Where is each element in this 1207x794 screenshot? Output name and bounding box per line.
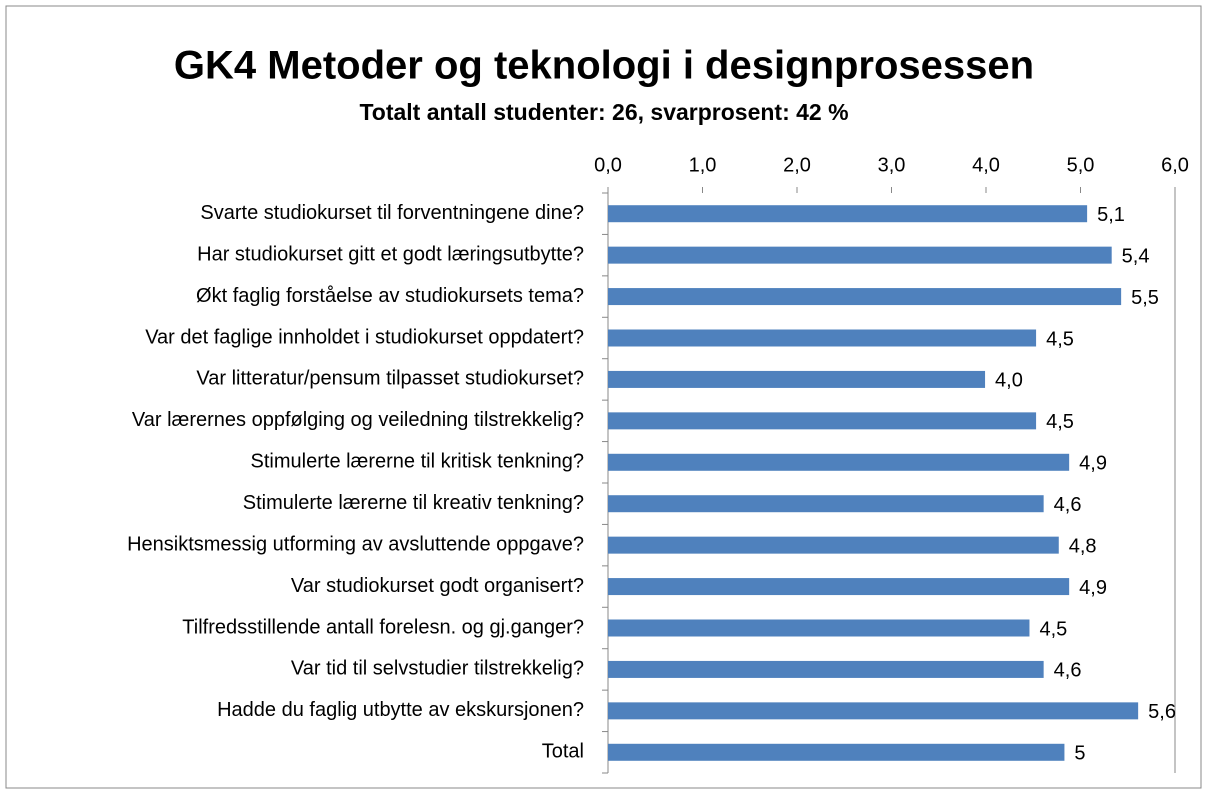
y-tick-label: Stimulerte lærerne til kritisk tenkning? — [251, 451, 584, 473]
value-label: 4,5 — [1046, 411, 1074, 433]
x-tick-label: 0,0 — [594, 154, 622, 176]
bar — [608, 660, 1044, 678]
bar — [608, 246, 1112, 264]
chart-title: GK4 Metoder og teknologi i designprosess… — [174, 44, 1034, 88]
value-label: 5,4 — [1122, 245, 1150, 267]
bar — [608, 619, 1030, 637]
bar — [608, 370, 986, 388]
value-label: 5 — [1074, 743, 1085, 765]
y-tick-label: Total — [542, 741, 584, 763]
value-label: 4,5 — [1046, 328, 1074, 350]
bar — [608, 288, 1122, 306]
value-label: 4,5 — [1039, 618, 1067, 640]
value-label: 4,9 — [1079, 453, 1107, 475]
x-tick-label: 5,0 — [1067, 154, 1095, 176]
bar — [608, 205, 1088, 223]
y-tick-label: Har studiokurset gitt et godt læringsutb… — [197, 243, 584, 265]
y-tick-label: Svarte studiokurset til forventningene d… — [200, 202, 584, 224]
y-tick-label: Var det faglige innholdet i studiokurset… — [145, 326, 584, 348]
value-label: 5,5 — [1131, 287, 1159, 309]
bar — [608, 578, 1070, 596]
value-label: 4,8 — [1069, 535, 1097, 557]
x-tick-label: 3,0 — [878, 154, 906, 176]
y-tick-label: Tilfredsstillende antall forelesn. og gj… — [182, 616, 584, 638]
y-tick-label: Var tid til selvstudier tilstrekkelig? — [291, 658, 584, 680]
bar — [608, 536, 1059, 554]
value-label: 4,9 — [1079, 577, 1107, 599]
bar — [608, 702, 1139, 720]
x-tick-label: 2,0 — [783, 154, 811, 176]
value-label: 4,0 — [995, 370, 1023, 392]
chart-subtitle: Totalt antall studenter: 26, svarprosent… — [359, 99, 848, 125]
y-tick-label: Hensiktsmessig utforming av avsluttende … — [127, 533, 584, 555]
value-label: 5,6 — [1148, 701, 1176, 723]
value-label: 4,6 — [1054, 494, 1082, 516]
y-tick-label: Økt faglig forståelse av studiokursets t… — [196, 285, 584, 307]
bar — [608, 329, 1037, 347]
x-tick-label: 1,0 — [689, 154, 717, 176]
y-tick-label: Var studiokurset godt organisert? — [291, 575, 584, 597]
y-tick-label: Hadde du faglig utbytte av ekskursjonen? — [217, 699, 584, 721]
bar — [608, 453, 1070, 471]
y-tick-label: Var litteratur/pensum tilpasset studioku… — [196, 368, 584, 390]
bar — [608, 412, 1037, 430]
chart-frame — [5, 5, 1202, 789]
y-tick-label: Stimulerte lærerne til kreativ tenkning? — [243, 492, 584, 514]
value-label: 5,1 — [1097, 204, 1125, 226]
y-tick-label: Var lærernes oppfølging og veiledning ti… — [132, 409, 584, 431]
value-label: 4,6 — [1054, 660, 1082, 682]
x-tick-label: 4,0 — [972, 154, 1000, 176]
bar — [608, 495, 1044, 513]
x-tick-label: 6,0 — [1161, 154, 1189, 176]
bar — [608, 743, 1065, 761]
